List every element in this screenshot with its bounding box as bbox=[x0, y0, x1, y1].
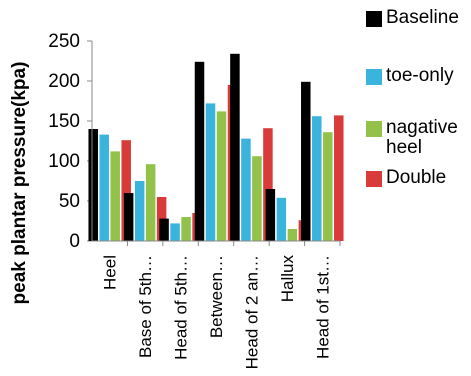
category-label: Heel bbox=[101, 255, 120, 290]
bar bbox=[134, 181, 145, 241]
bar bbox=[121, 140, 131, 241]
bar bbox=[145, 164, 156, 241]
bar bbox=[263, 128, 273, 241]
bar bbox=[194, 61, 205, 241]
y-tick-label: 50 bbox=[59, 191, 80, 212]
y-tick-label: 150 bbox=[48, 111, 80, 132]
bar bbox=[252, 156, 262, 241]
category-label: Base of 5th… bbox=[136, 255, 155, 358]
bar bbox=[170, 223, 180, 241]
bar bbox=[159, 218, 169, 241]
y-tick-label: 250 bbox=[48, 31, 80, 52]
bar bbox=[88, 129, 98, 241]
bar bbox=[181, 217, 191, 241]
bars bbox=[88, 53, 344, 246]
y-tick-label: 0 bbox=[69, 231, 80, 252]
category-labels: Heel Base of 5th… Head of 5th… Between… Head… bbox=[101, 255, 333, 370]
bar bbox=[265, 189, 276, 241]
category-label: Between… bbox=[207, 255, 226, 338]
bar bbox=[99, 134, 109, 241]
bar bbox=[205, 103, 216, 242]
bar bbox=[216, 111, 227, 242]
bar bbox=[110, 151, 120, 241]
y-axis-ticks: 0 50 100 150 200 250 bbox=[48, 31, 92, 252]
bar bbox=[276, 197, 287, 241]
y-axis-title-group: peak plantar pressure(kpa) bbox=[9, 62, 30, 305]
y-tick-label: 100 bbox=[48, 151, 80, 172]
bar bbox=[123, 193, 134, 241]
category-label: Hallux bbox=[278, 255, 297, 303]
category-label: Head of 2 an… bbox=[242, 255, 261, 369]
bar bbox=[323, 132, 333, 241]
y-axis-title: peak plantar pressure(kpa) bbox=[9, 62, 30, 305]
bar bbox=[230, 53, 240, 241]
category-label: Head of 1st… bbox=[313, 255, 332, 359]
y-tick-label: 200 bbox=[48, 71, 80, 92]
category-label: Head of 5th… bbox=[172, 255, 191, 360]
bar bbox=[301, 81, 311, 241]
bar bbox=[241, 138, 251, 241]
bar bbox=[287, 229, 298, 241]
bar bbox=[312, 116, 322, 241]
bar bbox=[334, 115, 344, 241]
